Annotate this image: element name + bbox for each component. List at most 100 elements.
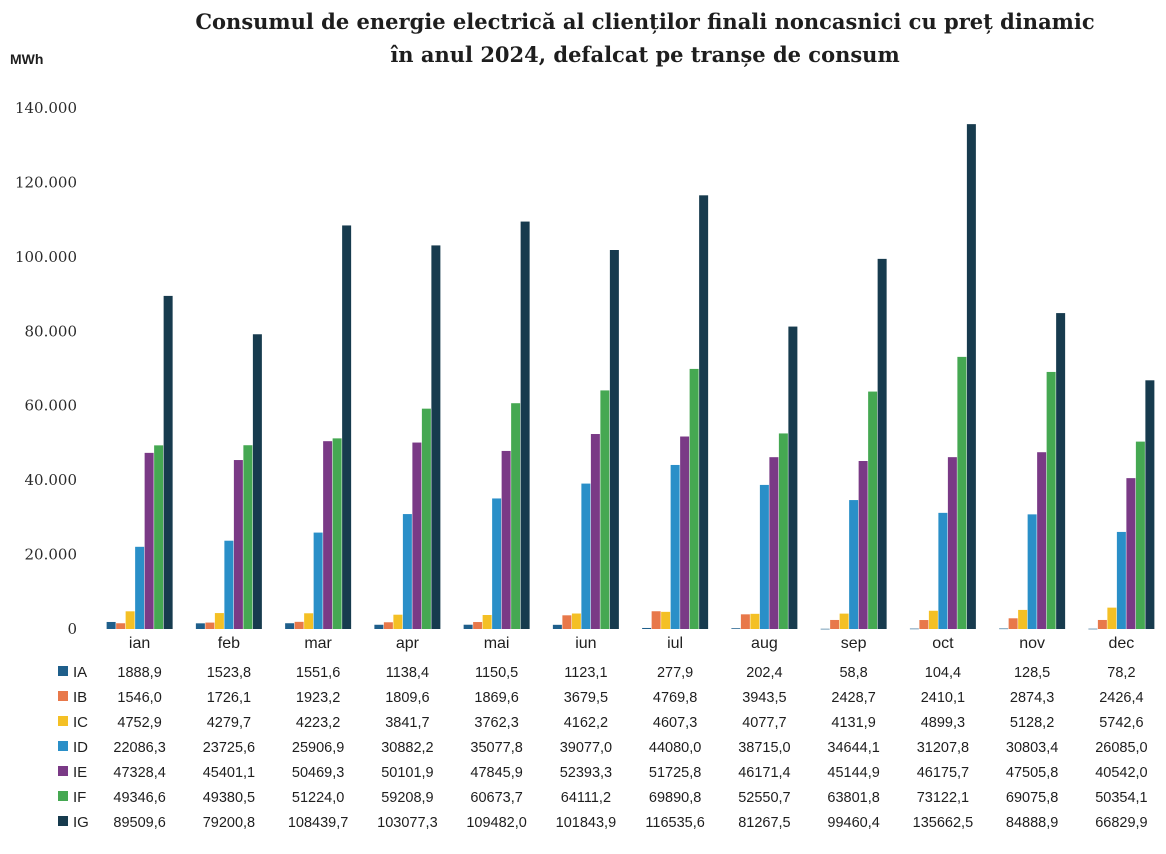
table-cell-ib-sep: 2428,7 xyxy=(831,690,875,706)
table-cell-ia-aug: 202,4 xyxy=(746,665,782,681)
bar-if-ian xyxy=(154,445,164,629)
table-cell-id-mar: 25906,9 xyxy=(292,740,344,756)
table-cell-ig-mar: 108439,7 xyxy=(288,815,348,831)
bar-ib-nov xyxy=(1008,618,1018,629)
table-cell-ic-apr: 3841,7 xyxy=(385,715,429,731)
legend-label-ia: IA xyxy=(73,664,87,681)
legend-label-id: ID xyxy=(73,739,88,756)
bar-ig-mar xyxy=(342,225,352,629)
x-tick-label-mar: mar xyxy=(304,635,332,652)
table-cell-id-oct: 31207,8 xyxy=(917,740,969,756)
table-cell-ia-sep: 58,8 xyxy=(839,665,867,681)
table-cell-ia-iul: 277,9 xyxy=(657,665,693,681)
table-cell-id-nov: 30803,4 xyxy=(1006,740,1058,756)
bar-ie-iun xyxy=(590,434,600,629)
table-cell-if-ian: 49346,6 xyxy=(113,790,165,806)
table-cell-ia-ian: 1888,9 xyxy=(117,665,161,681)
x-tick-label-iul: iul xyxy=(667,635,683,652)
table-cell-id-mai: 35077,8 xyxy=(470,740,522,756)
table-cell-id-dec: 26085,0 xyxy=(1095,740,1147,756)
table-cell-ib-iun: 3679,5 xyxy=(564,690,608,706)
table-cell-ia-feb: 1523,8 xyxy=(207,665,251,681)
table-cell-if-sep: 63801,8 xyxy=(827,790,879,806)
bar-ig-dec xyxy=(1145,380,1155,629)
bar-if-mar xyxy=(332,438,342,629)
y-tick-label: 140.000 xyxy=(15,99,77,117)
table-cell-id-aug: 38715,0 xyxy=(738,740,790,756)
legend-swatch-ib xyxy=(58,691,68,701)
table-cell-if-oct: 73122,1 xyxy=(917,790,969,806)
bar-ie-feb xyxy=(233,460,243,629)
x-tick-label-feb: feb xyxy=(218,635,240,652)
table-cell-ib-iul: 4769,8 xyxy=(653,690,697,706)
table-cell-ie-mar: 50469,3 xyxy=(292,765,344,781)
table-cell-ib-mar: 1923,2 xyxy=(296,690,340,706)
bar-ib-iul xyxy=(651,611,661,629)
table-cell-ia-nov: 128,5 xyxy=(1014,665,1050,681)
bar-ic-mai xyxy=(482,615,492,629)
bar-id-ian xyxy=(135,546,145,629)
chart-title-line-2: în anul 2024, defalcat pe tranșe de cons… xyxy=(390,42,899,67)
bar-ib-mar xyxy=(294,621,304,629)
table-cell-ig-nov: 84888,9 xyxy=(1006,815,1058,831)
table-cell-ic-oct: 4899,3 xyxy=(921,715,965,731)
y-tick-label: 100.000 xyxy=(15,248,77,266)
bar-ic-apr xyxy=(393,614,403,629)
legend-label-ic: IC xyxy=(73,714,88,731)
table-cell-ia-oct: 104,4 xyxy=(925,665,961,681)
bars xyxy=(106,124,1155,630)
table-cell-ib-mai: 1869,6 xyxy=(474,690,518,706)
table-cell-ia-apr: 1138,4 xyxy=(386,665,429,681)
legend-swatch-ic xyxy=(58,716,68,726)
table-cell-id-ian: 22086,3 xyxy=(113,740,165,756)
table-cell-ic-ian: 4752,9 xyxy=(117,715,161,731)
bar-if-apr xyxy=(421,408,431,629)
bar-ic-aug xyxy=(750,613,760,629)
table-cell-ic-mar: 4223,2 xyxy=(296,715,340,731)
bar-ib-iun xyxy=(562,615,572,629)
bar-ic-feb xyxy=(214,613,224,629)
bar-id-mar xyxy=(313,532,323,629)
y-axis: 0 20.000 40.000 60.000 80.000 100.000 120.000 1… xyxy=(15,99,77,638)
bar-ic-iul xyxy=(661,611,671,629)
bar-ig-ian xyxy=(163,295,173,629)
bar-ib-sep xyxy=(830,619,840,629)
table-cell-ig-apr: 103077,3 xyxy=(377,815,437,831)
y-tick-label: 20.000 xyxy=(25,546,78,564)
table-cell-ie-sep: 45144,9 xyxy=(827,765,879,781)
y-tick-label: 80.000 xyxy=(25,322,78,340)
bar-ia-dec xyxy=(1088,628,1098,630)
x-tick-label-nov: nov xyxy=(1019,635,1045,652)
y-tick-label: 120.000 xyxy=(15,173,77,191)
table-cell-ic-iul: 4607,3 xyxy=(653,715,697,731)
bar-ia-ian xyxy=(106,621,116,629)
bar-id-mai xyxy=(492,498,502,629)
table-cell-id-iul: 44080,0 xyxy=(649,740,701,756)
table-cell-if-mar: 51224,0 xyxy=(292,790,344,806)
table-cell-if-iun: 64111,2 xyxy=(561,790,611,806)
bar-ic-nov xyxy=(1018,609,1028,629)
bar-ie-sep xyxy=(858,461,868,629)
bar-ic-ian xyxy=(125,611,135,629)
bar-id-feb xyxy=(224,540,234,629)
bar-ic-oct xyxy=(928,610,938,629)
table-cell-ic-nov: 5128,2 xyxy=(1010,715,1054,731)
bar-ib-aug xyxy=(740,614,750,629)
legend-swatch-ig xyxy=(58,816,68,826)
table-cell-id-sep: 34644,1 xyxy=(827,740,879,756)
table-cell-ic-aug: 4077,7 xyxy=(742,715,786,731)
bar-ig-nov xyxy=(1056,313,1066,629)
table-cell-ic-dec: 5742,6 xyxy=(1099,715,1143,731)
table-cell-ie-aug: 46171,4 xyxy=(738,765,790,781)
table-cell-if-iul: 69890,8 xyxy=(649,790,701,806)
table-cell-ig-sep: 99460,4 xyxy=(827,815,879,831)
table-cell-ie-dec: 40542,0 xyxy=(1095,765,1147,781)
x-tick-label-apr: apr xyxy=(396,635,420,652)
table-cell-if-aug: 52550,7 xyxy=(738,790,790,806)
bar-ic-mar xyxy=(304,613,314,629)
bar-if-oct xyxy=(957,356,967,629)
table-cell-ie-nov: 47505,8 xyxy=(1006,765,1058,781)
bar-ia-apr xyxy=(374,624,384,629)
table-cell-ib-aug: 3943,5 xyxy=(742,690,786,706)
bar-ic-dec xyxy=(1107,607,1117,629)
